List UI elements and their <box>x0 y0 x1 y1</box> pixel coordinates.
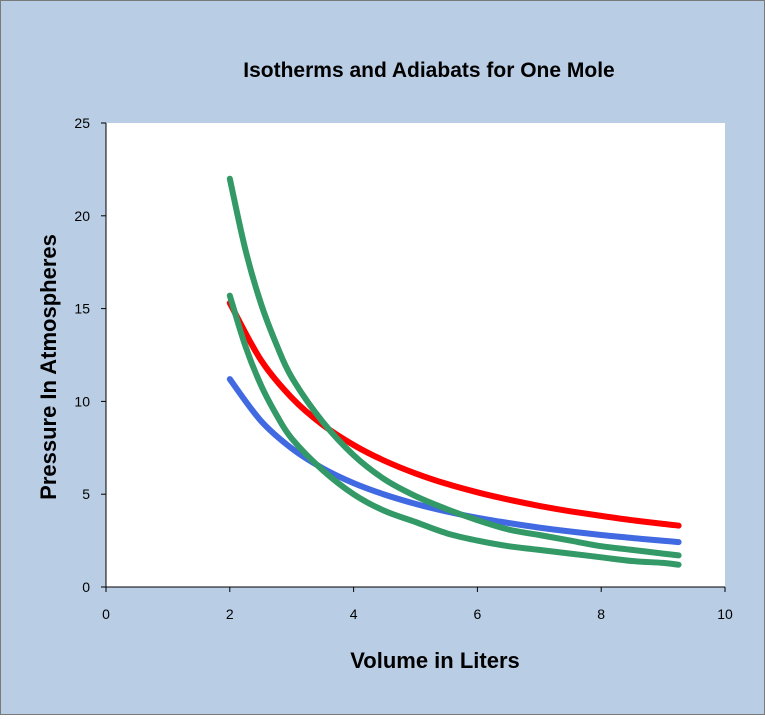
series-group <box>226 175 682 568</box>
y-tick-label: 25 <box>74 115 90 131</box>
x-axis-label: Volume in Liters <box>350 648 520 673</box>
series-line-3 <box>226 292 682 568</box>
chart-title: Isotherms and Adiabats for One Mole <box>243 59 614 82</box>
series-line-2 <box>226 300 682 529</box>
y-tick-label: 0 <box>82 579 90 595</box>
series-line-4 <box>226 175 682 559</box>
x-tick-label: 0 <box>102 606 110 622</box>
x-tick-label: 2 <box>226 606 234 622</box>
y-tick-label: 10 <box>74 393 90 409</box>
y-tick-label: 20 <box>74 208 90 224</box>
y-axis-label: Pressure In Atmospheres <box>36 234 61 500</box>
plot-area <box>106 123 725 587</box>
x-tick-label: 4 <box>350 606 358 622</box>
x-tick-label: 8 <box>597 606 605 622</box>
axis-ticks: 0 2 4 6 8 10 0 5 10 15 20 25 <box>74 115 733 622</box>
x-tick-label: 6 <box>474 606 482 622</box>
x-tick-label: 10 <box>717 606 733 622</box>
y-tick-label: 5 <box>82 486 90 502</box>
y-tick-label: 15 <box>74 301 90 317</box>
